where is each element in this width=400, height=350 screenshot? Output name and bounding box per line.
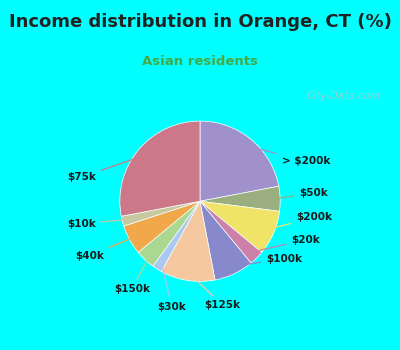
Wedge shape: [200, 121, 279, 201]
Text: $20k: $20k: [254, 235, 320, 252]
Text: $100k: $100k: [234, 254, 302, 266]
Wedge shape: [200, 201, 262, 263]
Wedge shape: [121, 201, 200, 226]
Text: $40k: $40k: [75, 237, 134, 261]
Wedge shape: [200, 186, 280, 211]
Text: Income distribution in Orange, CT (%): Income distribution in Orange, CT (%): [8, 13, 392, 31]
Text: $10k: $10k: [67, 219, 127, 229]
Text: $75k: $75k: [67, 156, 142, 182]
Text: $200k: $200k: [269, 212, 332, 229]
Wedge shape: [161, 201, 215, 281]
Wedge shape: [124, 201, 200, 252]
Wedge shape: [153, 201, 200, 272]
Wedge shape: [138, 201, 200, 266]
Text: $150k: $150k: [114, 256, 150, 294]
Text: > $200k: > $200k: [249, 146, 330, 166]
Text: $50k: $50k: [275, 188, 328, 198]
Wedge shape: [120, 121, 200, 216]
Text: City-Data.com: City-Data.com: [306, 91, 380, 101]
Text: $125k: $125k: [191, 274, 240, 310]
Wedge shape: [200, 201, 280, 252]
Text: Asian residents: Asian residents: [142, 55, 258, 68]
Text: $30k: $30k: [158, 265, 186, 312]
Wedge shape: [200, 201, 251, 280]
